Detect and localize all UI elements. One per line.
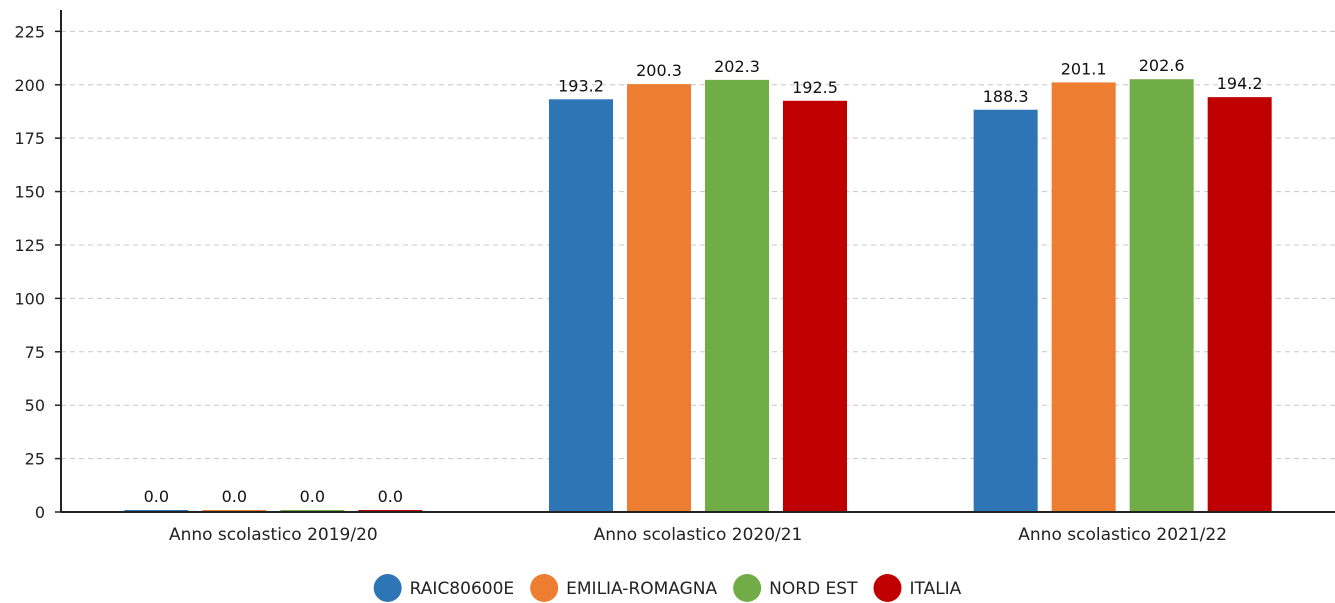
legend-label: RAIC80600E bbox=[410, 579, 514, 599]
legend-label: NORD EST bbox=[769, 579, 858, 599]
y-tick-label: 100 bbox=[14, 289, 45, 308]
y-tick-label: 50 bbox=[25, 396, 45, 415]
data-label: 200.3 bbox=[636, 61, 682, 80]
data-label: 201.1 bbox=[1061, 59, 1107, 78]
legend-label: ITALIA bbox=[909, 579, 961, 599]
data-label: 188.3 bbox=[983, 87, 1029, 106]
legend: RAIC80600E EMILIA-ROMAGNA NORD EST ITALIA bbox=[373, 574, 962, 602]
data-label: 0.0 bbox=[378, 487, 403, 506]
y-tick-label: 125 bbox=[14, 236, 45, 255]
y-tick-label: 225 bbox=[14, 22, 45, 41]
data-label: 0.0 bbox=[144, 487, 169, 506]
bar bbox=[1207, 97, 1272, 512]
x-category-label: Anno scolastico 2019/20 bbox=[169, 525, 378, 545]
legend-label: EMILIA-ROMAGNA bbox=[566, 579, 717, 599]
bar bbox=[549, 99, 613, 512]
legend-marker bbox=[733, 574, 762, 602]
data-label: 194.2 bbox=[1217, 74, 1263, 93]
bar bbox=[973, 109, 1038, 512]
bar bbox=[705, 79, 769, 512]
data-label: 0.0 bbox=[300, 487, 325, 506]
data-label: 0.0 bbox=[222, 487, 247, 506]
value-labels: 0.0 0.0 0.0 0.0 193.2 200.3 202.3 192.5 188.3 201… bbox=[144, 56, 1263, 506]
data-label: 192.5 bbox=[792, 78, 838, 97]
y-tick-label: 175 bbox=[14, 129, 45, 148]
x-category-label: Anno scolastico 2021/22 bbox=[1018, 525, 1227, 545]
legend-marker bbox=[373, 574, 402, 602]
y-tick-label: 0 bbox=[35, 503, 45, 522]
y-tick-label: 75 bbox=[25, 343, 45, 362]
data-label: 202.3 bbox=[714, 57, 760, 76]
bar bbox=[1051, 82, 1116, 512]
data-label: 202.6 bbox=[1139, 56, 1185, 75]
y-tick-label: 200 bbox=[14, 76, 45, 95]
bar bbox=[783, 100, 847, 512]
bar bbox=[627, 84, 691, 512]
data-label: 193.2 bbox=[558, 76, 604, 95]
x-axis-category-labels: Anno scolastico 2019/20 Anno scolastico 2… bbox=[169, 525, 1227, 545]
legend-marker bbox=[873, 574, 902, 602]
y-tick-label: 150 bbox=[14, 183, 45, 202]
axes bbox=[60, 10, 1335, 513]
y-tick-label: 25 bbox=[25, 450, 45, 469]
y-axis-ticks: 0 25 50 75 100 125 150 175 200 225 bbox=[14, 22, 61, 522]
bar bbox=[1129, 79, 1194, 512]
x-category-label: Anno scolastico 2020/21 bbox=[594, 525, 803, 545]
bars bbox=[124, 79, 1272, 512]
legend-marker bbox=[530, 574, 559, 602]
